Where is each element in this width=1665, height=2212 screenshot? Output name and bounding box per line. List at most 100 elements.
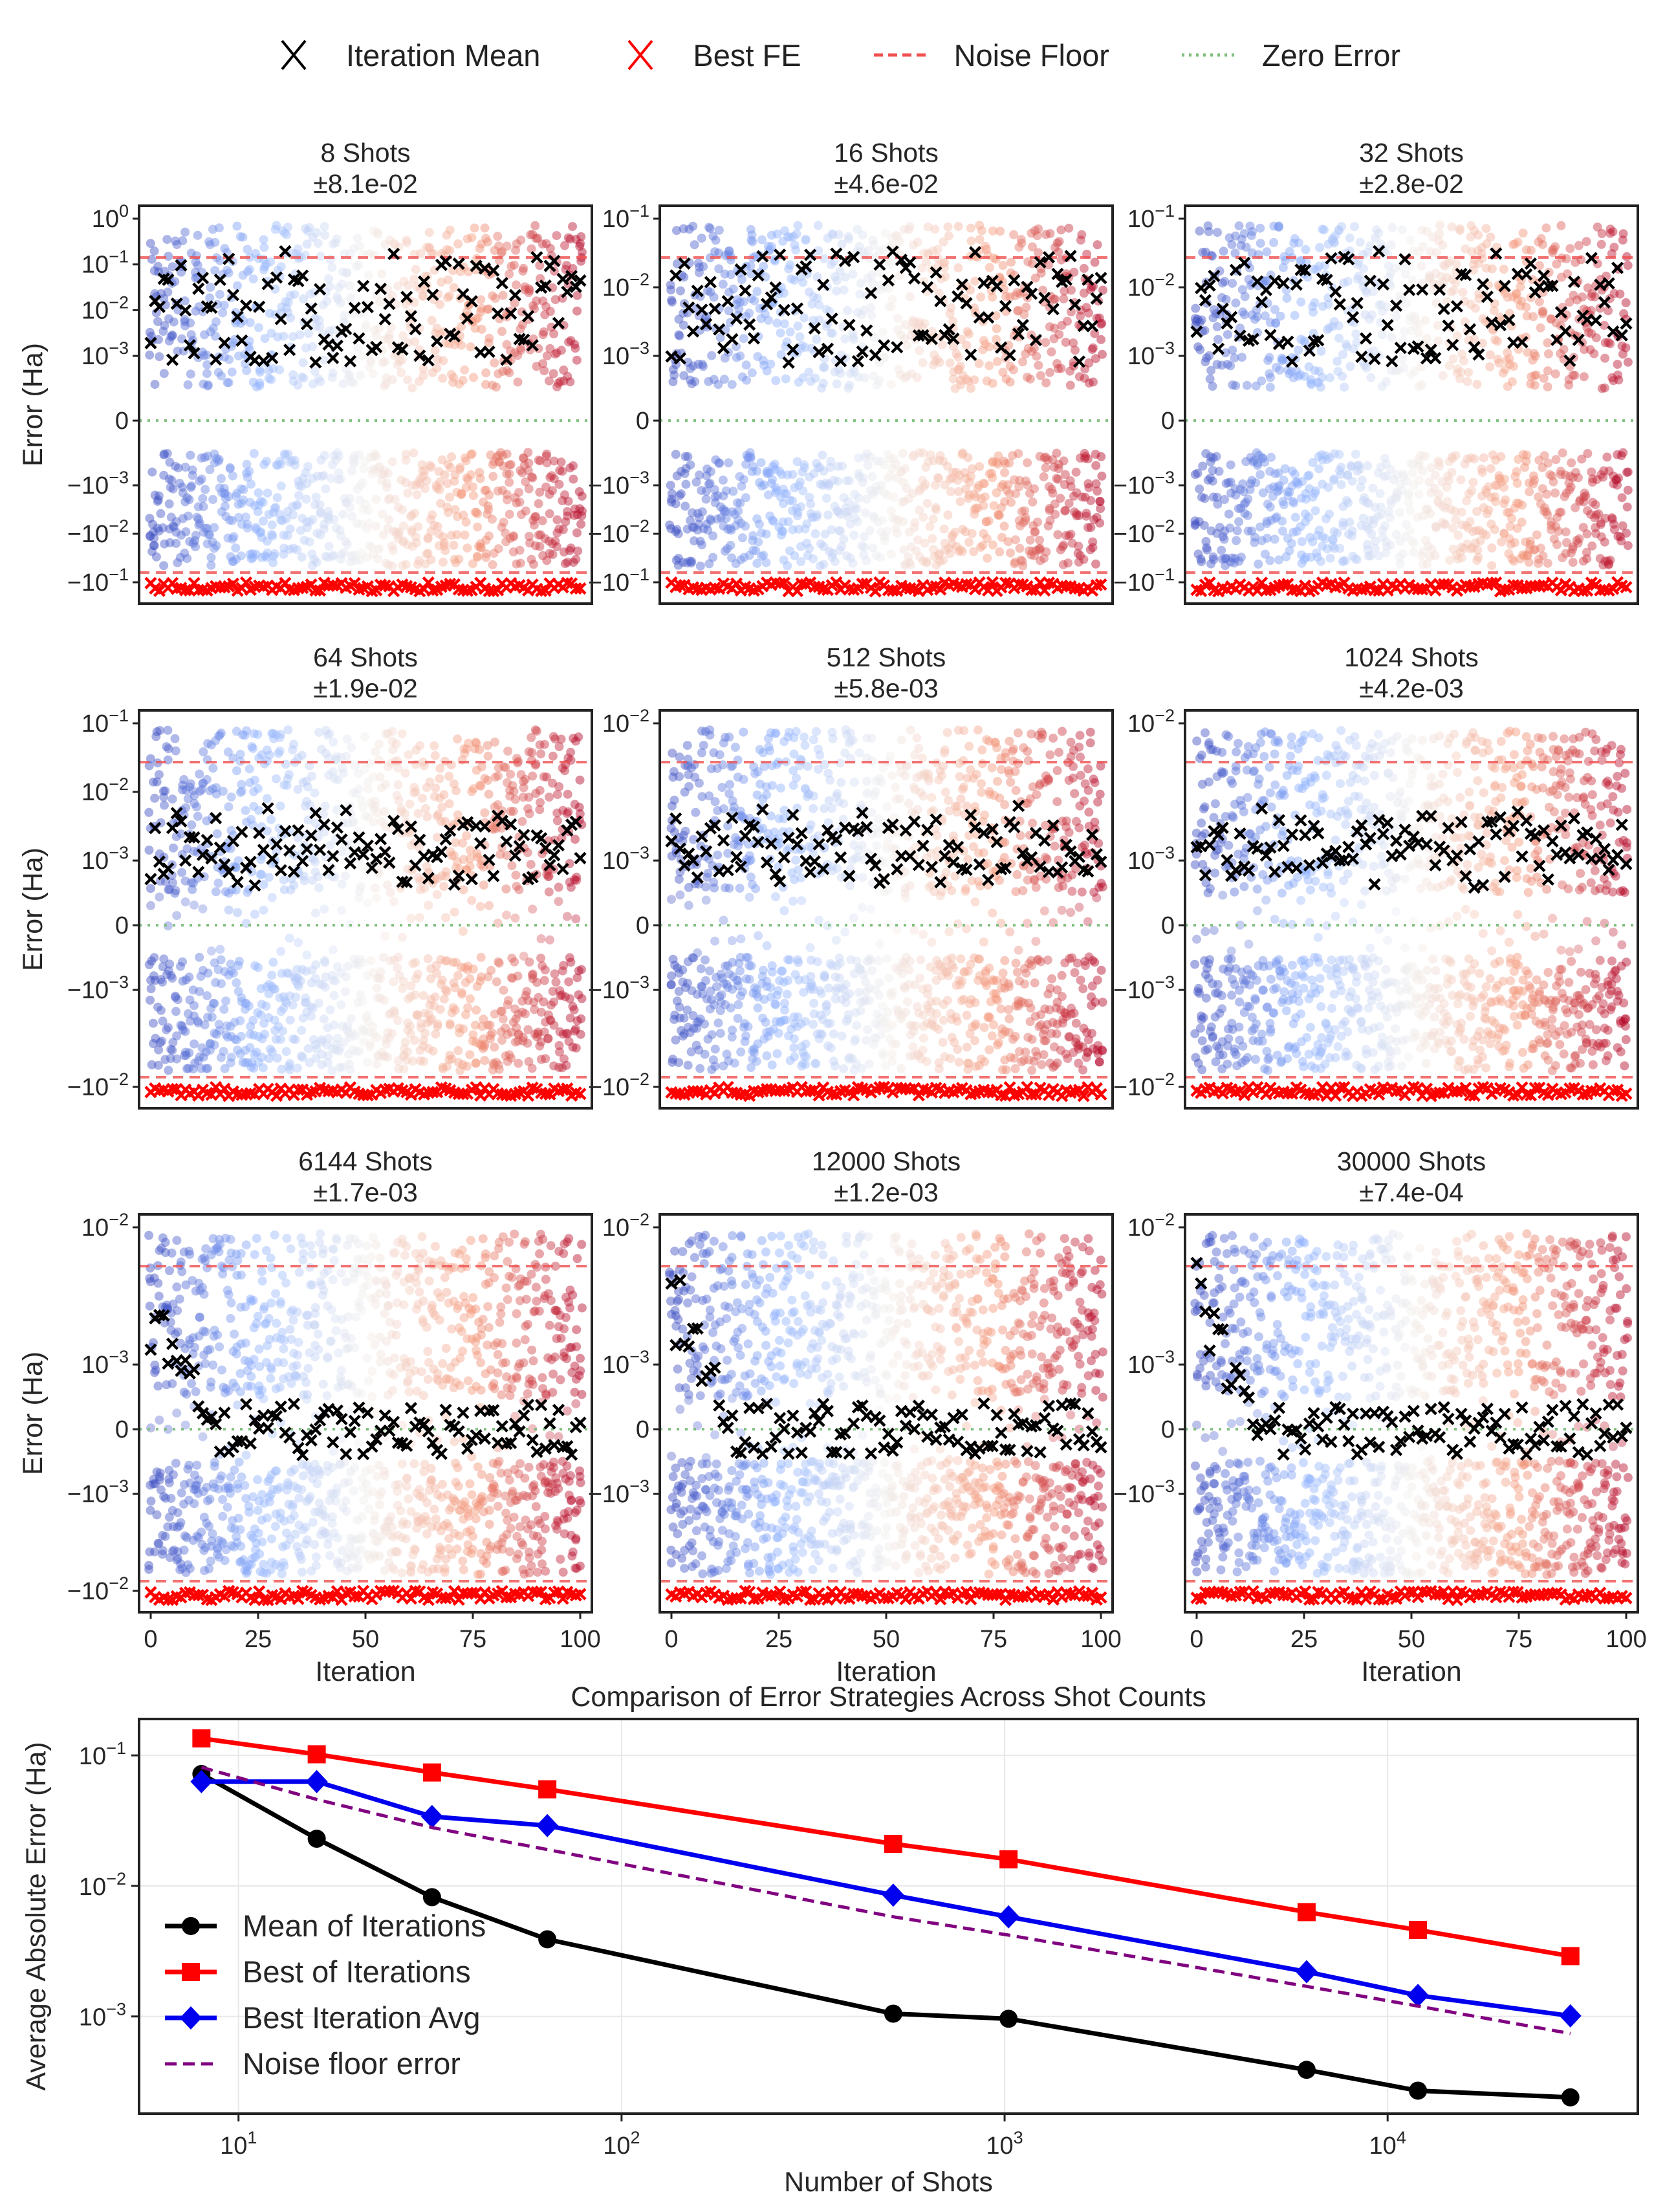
scatter-point (1096, 504, 1105, 513)
scatter-point (671, 450, 680, 459)
scatter-point (750, 296, 759, 305)
scatter-point (818, 450, 827, 460)
scatter-point (882, 526, 892, 536)
scatter-point (186, 318, 195, 328)
scatter-point (290, 290, 299, 300)
scatter-point (158, 523, 168, 532)
scatter-point (1581, 491, 1591, 501)
scatter-point (197, 474, 206, 484)
scatter-point (1218, 532, 1228, 542)
scatter-point (232, 554, 241, 564)
scatter-point (397, 355, 407, 365)
scatter-point (221, 512, 231, 521)
scatter-point (424, 228, 434, 237)
scatter-point (1434, 458, 1444, 468)
scatter-point (985, 342, 994, 352)
scatter-point (288, 510, 298, 520)
scatter-point (298, 474, 308, 483)
scatter-point (1623, 485, 1633, 495)
scatter-point (312, 529, 322, 538)
scatter-point (262, 745, 272, 755)
scatter-point (535, 542, 545, 551)
scatter-point (387, 561, 397, 571)
scatter-point (759, 261, 768, 271)
scatter-point (1609, 243, 1619, 252)
scatter-point (1582, 237, 1591, 246)
scatter-point (858, 477, 867, 487)
scatter-point (1465, 517, 1475, 527)
scatter-point (245, 498, 255, 507)
scatter-point (165, 538, 175, 547)
scatter-point (488, 560, 497, 569)
scatter-point (212, 541, 221, 551)
panel-subtitle: ±2.8e-02 (1359, 169, 1464, 199)
scatter-point (248, 377, 258, 387)
scatter-point (295, 330, 305, 340)
scatter-point (745, 309, 754, 318)
scatter-point (1337, 222, 1346, 232)
scatter-point (171, 746, 180, 756)
scatter-point (296, 482, 306, 491)
scatter-point (1089, 377, 1098, 387)
scatter-point (264, 873, 274, 882)
scatter-point (389, 897, 398, 906)
scatter-point (243, 245, 252, 254)
scatter-point (1613, 360, 1622, 369)
scatter-point (505, 460, 514, 470)
scatter-point (159, 561, 169, 571)
scatter-point (216, 955, 226, 965)
scatter-point (304, 329, 313, 338)
scatter-point (1568, 558, 1578, 567)
scatter-point (294, 938, 303, 947)
scatter-point (1543, 338, 1552, 347)
scatter-point (307, 1011, 316, 1021)
scatter-point (891, 523, 901, 532)
scatter-point (208, 224, 217, 234)
scatter-point (450, 476, 459, 486)
scatter-point (681, 479, 691, 489)
scatter-point (953, 476, 963, 485)
scatter-point (1202, 543, 1212, 553)
scatter-point (226, 792, 236, 802)
scatter-point (154, 526, 164, 536)
scatter-point (279, 449, 289, 459)
scatter-point (316, 509, 325, 518)
scatter-point (311, 960, 321, 970)
scatter-point (1507, 514, 1517, 523)
scatter-point (272, 774, 281, 783)
legend-label-zero-error: Zero Error (1261, 38, 1401, 72)
scatter-point (1208, 251, 1217, 261)
iteration-mean-marker (378, 312, 391, 326)
scatter-point (301, 343, 311, 353)
scatter-point (235, 232, 245, 241)
scatter-point (284, 1062, 294, 1071)
scatter-point (165, 524, 174, 534)
scatter-point (210, 449, 219, 459)
scatter-point (308, 515, 318, 524)
scatter-point (1067, 285, 1076, 295)
scatter-point (171, 1007, 180, 1016)
scatter-point (169, 522, 179, 532)
scatter-point (1463, 377, 1472, 386)
scatter-point (573, 546, 583, 556)
scatter-point (460, 365, 470, 375)
scatter-point (718, 279, 728, 289)
scatter-point (1007, 498, 1016, 507)
scatter-point (1420, 316, 1430, 325)
scatter-point (192, 512, 202, 522)
scatter-point (243, 472, 252, 482)
scatter-point (889, 492, 898, 502)
scatter-point (345, 370, 354, 380)
scatter-point (1309, 307, 1318, 317)
scatter-point (977, 226, 986, 235)
y-tick-label: 10−3 (1127, 338, 1175, 370)
scatter-point (180, 321, 190, 331)
scatter-point (146, 531, 155, 540)
scatter-point (912, 373, 922, 382)
scatter-point (1238, 479, 1248, 488)
scatter-point (805, 543, 814, 553)
scatter-point (233, 281, 242, 290)
scatter-point (1408, 468, 1417, 477)
scatter-point (257, 532, 267, 542)
scatter-point (542, 449, 552, 459)
